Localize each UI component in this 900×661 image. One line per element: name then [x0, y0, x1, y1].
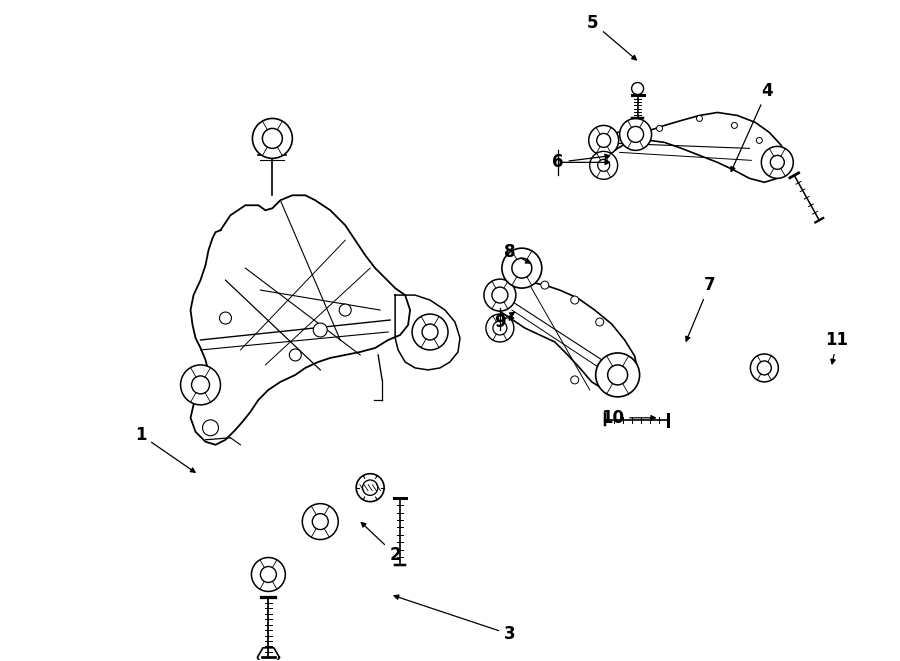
Circle shape	[751, 354, 778, 382]
Text: 3: 3	[394, 595, 516, 643]
Circle shape	[313, 323, 328, 337]
Text: 5: 5	[587, 14, 636, 60]
Circle shape	[697, 116, 703, 122]
Circle shape	[251, 557, 285, 592]
Circle shape	[486, 314, 514, 342]
Circle shape	[484, 279, 516, 311]
Circle shape	[493, 321, 507, 335]
Text: 11: 11	[825, 331, 849, 364]
Circle shape	[598, 159, 609, 171]
Circle shape	[356, 474, 384, 502]
Circle shape	[492, 287, 508, 303]
Text: 6: 6	[552, 153, 609, 171]
Circle shape	[756, 137, 762, 143]
Circle shape	[339, 304, 351, 316]
Circle shape	[302, 504, 338, 539]
Circle shape	[363, 480, 378, 495]
Text: 9: 9	[494, 313, 515, 331]
Circle shape	[260, 566, 276, 582]
Circle shape	[596, 353, 640, 397]
Circle shape	[202, 420, 219, 436]
Text: 8: 8	[504, 243, 530, 263]
Circle shape	[770, 155, 784, 169]
Circle shape	[422, 324, 438, 340]
Circle shape	[312, 514, 328, 529]
Circle shape	[181, 365, 220, 405]
Circle shape	[597, 134, 611, 147]
Circle shape	[220, 312, 231, 324]
Circle shape	[512, 258, 532, 278]
Circle shape	[571, 376, 579, 384]
Circle shape	[657, 126, 662, 132]
Circle shape	[263, 128, 283, 148]
Circle shape	[596, 318, 604, 326]
Circle shape	[627, 126, 644, 142]
Text: 10: 10	[601, 408, 655, 427]
Circle shape	[590, 151, 617, 179]
Circle shape	[608, 365, 627, 385]
Circle shape	[289, 349, 302, 361]
Text: 1: 1	[135, 426, 195, 473]
Text: 4: 4	[731, 81, 773, 171]
Text: 7: 7	[686, 276, 716, 341]
Circle shape	[541, 281, 549, 289]
Text: 2: 2	[361, 522, 400, 564]
Circle shape	[619, 118, 652, 151]
Circle shape	[192, 376, 210, 394]
Circle shape	[571, 296, 579, 304]
Circle shape	[761, 146, 793, 178]
Circle shape	[252, 118, 292, 159]
Circle shape	[589, 126, 618, 155]
Circle shape	[632, 83, 644, 95]
Circle shape	[412, 314, 448, 350]
Circle shape	[502, 248, 542, 288]
Circle shape	[732, 122, 737, 128]
Circle shape	[758, 361, 771, 375]
